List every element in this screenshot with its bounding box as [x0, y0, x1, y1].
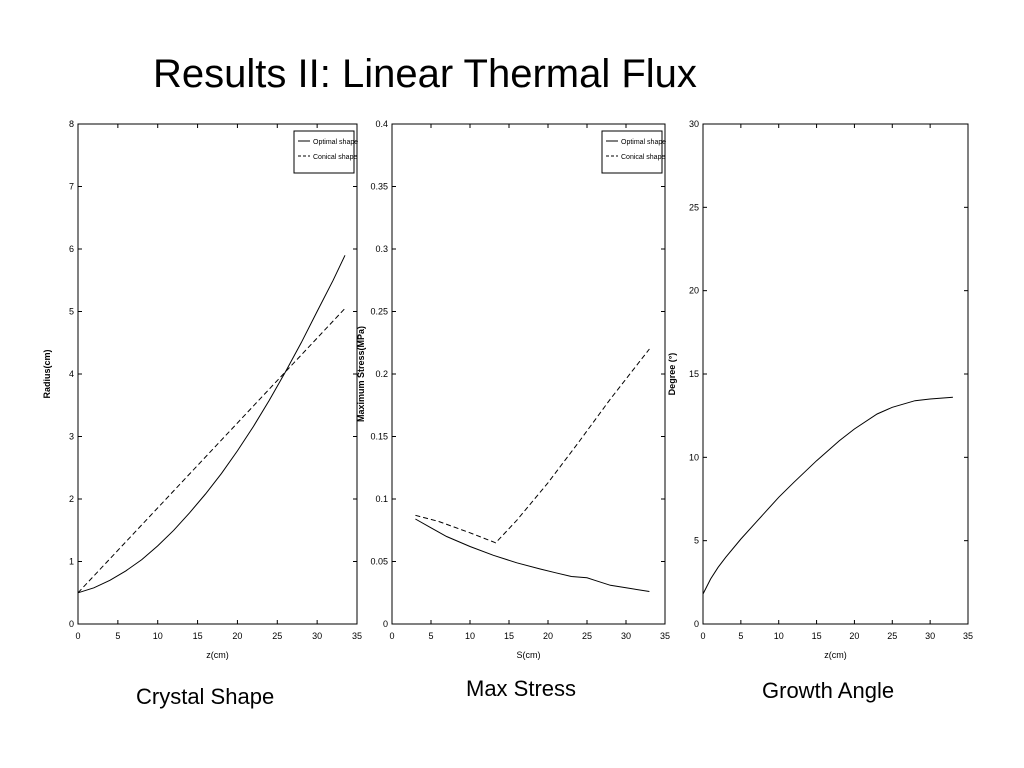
x-axis-label: z(cm) — [206, 650, 229, 660]
x-tick-label: 0 — [700, 631, 705, 641]
series-line-0 — [77, 255, 346, 594]
x-tick-label: 0 — [75, 631, 80, 641]
x-tick-label: 15 — [193, 631, 203, 641]
slide-title: Results II: Linear Thermal Flux — [153, 52, 697, 96]
x-tick-label: 30 — [925, 631, 935, 641]
legend-box — [601, 130, 663, 174]
y-tick-label: 0 — [69, 619, 74, 629]
x-tick-label: 20 — [849, 631, 859, 641]
y-tick-label: 20 — [689, 286, 699, 296]
y-tick-label: 0.4 — [375, 119, 388, 129]
series-line-0 — [702, 396, 953, 595]
x-tick-label: 15 — [504, 631, 514, 641]
y-tick-label: 6 — [69, 244, 74, 254]
x-tick-label: 15 — [812, 631, 822, 641]
legend-label: Optimal shape — [621, 139, 666, 146]
y-tick-label: 0 — [694, 619, 699, 629]
x-tick-label: 10 — [465, 631, 475, 641]
x-axis-label: z(cm) — [824, 650, 847, 660]
x-tick-label: 10 — [153, 631, 163, 641]
legend-label: Conical shape — [621, 154, 665, 161]
series-line-0 — [415, 518, 650, 592]
caption-max-stress: Max Stress — [466, 676, 577, 701]
x-tick-label: 10 — [774, 631, 784, 641]
y-tick-label: 7 — [69, 182, 74, 192]
x-tick-label: 0 — [389, 631, 394, 641]
y-tick-label: 30 — [689, 119, 699, 129]
caption-growth-angle: Growth Angle — [762, 678, 895, 703]
y-tick-label: 15 — [689, 369, 699, 379]
x-tick-label: 5 — [428, 631, 433, 641]
y-tick-label: 5 — [69, 307, 74, 317]
plot-frame — [702, 123, 969, 625]
y-tick-label: 0.2 — [375, 369, 388, 379]
y-axis-label: Radius(cm) — [42, 349, 52, 398]
y-tick-label: 2 — [69, 494, 74, 504]
x-tick-label: 35 — [660, 631, 670, 641]
y-tick-label: 10 — [689, 452, 699, 462]
legend-label: Optimal shape — [313, 139, 358, 146]
y-tick-label: 8 — [69, 119, 74, 129]
x-tick-label: 5 — [115, 631, 120, 641]
x-tick-label: 30 — [312, 631, 322, 641]
y-tick-label: 0.05 — [370, 557, 388, 567]
x-tick-label: 25 — [887, 631, 897, 641]
y-tick-label: 0.25 — [370, 307, 388, 317]
series-line-1 — [77, 308, 346, 594]
series-line-1 — [415, 348, 650, 544]
y-tick-label: 5 — [694, 536, 699, 546]
y-tick-label: 0.15 — [370, 432, 388, 442]
y-tick-label: 25 — [689, 202, 699, 212]
x-tick-label: 35 — [963, 631, 973, 641]
y-tick-label: 0.35 — [370, 182, 388, 192]
caption-crystal-shape: Crystal Shape — [136, 684, 275, 709]
x-tick-label: 5 — [738, 631, 743, 641]
y-axis-label: Degree (°) — [667, 353, 677, 396]
legend-label: Conical shape — [313, 154, 357, 161]
x-tick-label: 35 — [352, 631, 362, 641]
x-tick-label: 25 — [272, 631, 282, 641]
y-tick-label: 4 — [69, 369, 74, 379]
y-tick-label: 0.1 — [375, 494, 388, 504]
y-tick-label: 1 — [69, 557, 74, 567]
y-axis-label: Maximum Stress(MPa) — [356, 326, 366, 422]
x-tick-label: 20 — [543, 631, 553, 641]
x-tick-label: 30 — [621, 631, 631, 641]
x-axis-label: S(cm) — [517, 650, 541, 660]
x-tick-label: 20 — [232, 631, 242, 641]
y-tick-label: 0.3 — [375, 244, 388, 254]
y-tick-label: 0 — [383, 619, 388, 629]
x-tick-label: 25 — [582, 631, 592, 641]
legend-box — [293, 130, 355, 174]
y-tick-label: 3 — [69, 432, 74, 442]
